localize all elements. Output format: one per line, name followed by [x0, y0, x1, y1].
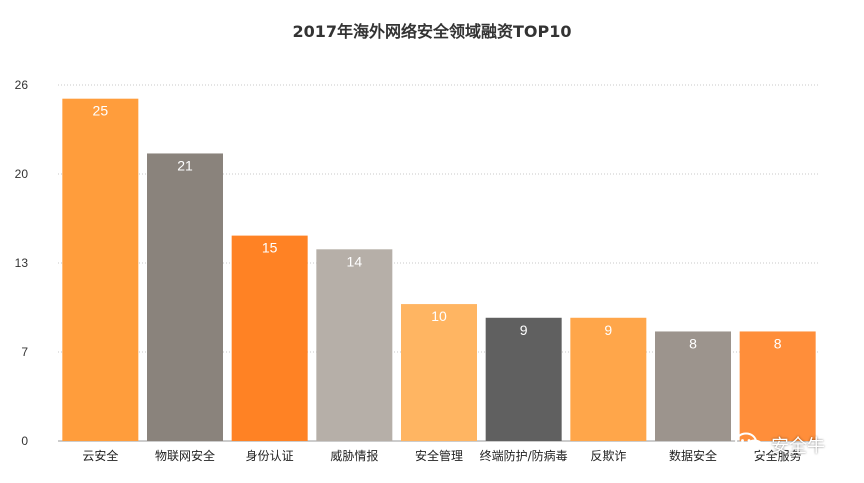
bar-value-label: 15 — [262, 240, 278, 256]
bar — [570, 317, 647, 441]
bar-value-label: 14 — [347, 253, 363, 269]
x-category-label: 云安全 — [82, 448, 118, 463]
y-tick-label: 26 — [15, 78, 29, 92]
chart-title: 2017年海外网络安全领域融资TOP10 — [292, 22, 572, 41]
bar — [739, 331, 816, 441]
x-category-label: 安全管理 — [415, 448, 463, 463]
x-category-label: 物联网安全 — [155, 448, 215, 463]
bar-value-label: 9 — [604, 322, 612, 338]
bar-value-label: 25 — [93, 103, 109, 119]
bar-value-label: 21 — [177, 157, 193, 173]
x-category-label: 威胁情报 — [330, 448, 378, 463]
x-category-label: 终端防护/防病毒 — [480, 448, 568, 463]
x-category-label: 安全服务 — [754, 448, 802, 463]
y-tick-label: 20 — [15, 167, 29, 181]
bar — [147, 153, 223, 441]
watermark-text: 安全牛 — [771, 436, 825, 457]
wechat-icon — [735, 432, 764, 456]
bar-value-label: 8 — [689, 335, 697, 351]
bar — [316, 249, 393, 441]
x-category-label: 数据安全 — [669, 448, 717, 463]
y-tick-label: 13 — [15, 256, 29, 270]
x-category-label: 反欺诈 — [590, 449, 626, 463]
bars: 25 21 15 14 10 9 9 8 8 — [62, 98, 816, 441]
bar-value-label: 9 — [520, 322, 528, 338]
bar — [401, 304, 477, 441]
y-axis: 0 7 13 20 26 — [15, 78, 29, 448]
bar — [231, 235, 308, 441]
bar-value-label: 10 — [431, 308, 447, 324]
x-category-label: 身份认证 — [246, 448, 294, 463]
bar — [655, 331, 731, 441]
x-axis-labels: 云安全 物联网安全 身份认证 威胁情报 安全管理 终端防护/防病毒 反欺诈 数据安全 安全服务 — [82, 448, 801, 463]
y-tick-label: 0 — [21, 434, 28, 448]
y-tick-label: 7 — [21, 345, 28, 359]
bar-value-label: 8 — [774, 335, 782, 351]
bar — [62, 98, 139, 441]
watermark: 安全牛 — [735, 432, 825, 458]
bar — [485, 317, 562, 441]
